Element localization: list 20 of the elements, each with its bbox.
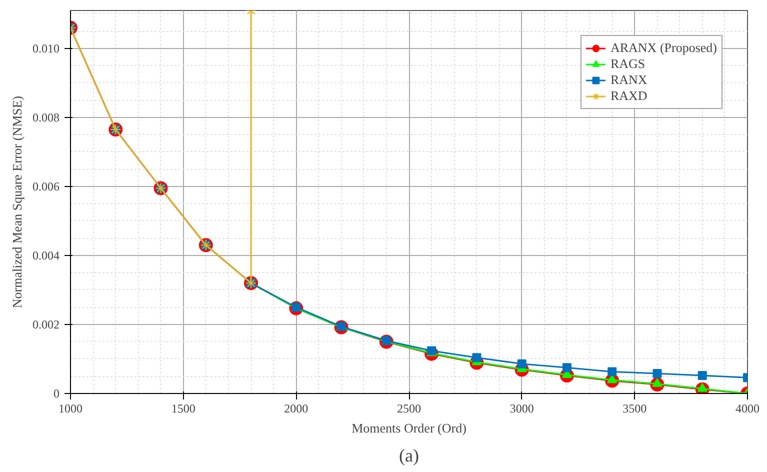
x-tick-label: 1000 bbox=[58, 402, 82, 416]
x-tick-label: 2500 bbox=[397, 402, 421, 416]
text: (a) bbox=[399, 446, 419, 466]
x-axis-title: Moments Order (Ord) bbox=[352, 420, 466, 436]
x-tick-label: 1500 bbox=[171, 402, 196, 416]
x-tick-label: 3500 bbox=[622, 402, 647, 416]
y-tick-label: 0 bbox=[54, 386, 60, 400]
x-tick-label: 2000 bbox=[284, 402, 308, 416]
x-tick-label: 3000 bbox=[510, 402, 534, 416]
y-axis-title: Normalized Mean Square Error (NMSE) bbox=[10, 96, 24, 308]
legend-label: RANX bbox=[610, 72, 648, 88]
legend-label: RAXD bbox=[610, 88, 648, 104]
legend-label: RAGS bbox=[610, 56, 646, 72]
y-tick-label: 0.004 bbox=[32, 248, 60, 262]
legend-label: ARANX (Proposed) bbox=[610, 40, 717, 56]
y-tick-label: 0.008 bbox=[32, 110, 60, 124]
y-tick-label: 0.002 bbox=[32, 317, 60, 332]
y-tick-label: 0.010 bbox=[32, 41, 60, 56]
y-tick-label: 0.006 bbox=[32, 179, 60, 194]
x-tick-label: 4000 bbox=[736, 402, 760, 416]
